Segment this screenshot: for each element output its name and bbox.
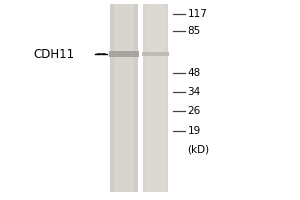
- Text: 19: 19: [188, 126, 201, 136]
- Text: 34: 34: [188, 87, 201, 97]
- Text: 117: 117: [188, 9, 207, 19]
- Text: 48: 48: [188, 68, 201, 78]
- Bar: [114, 4, 134, 192]
- Bar: [146, 4, 165, 192]
- Text: (kD): (kD): [188, 144, 210, 154]
- Text: 26: 26: [188, 106, 201, 116]
- Text: CDH11: CDH11: [33, 47, 75, 60]
- Bar: [142, 52, 169, 56]
- Bar: [142, 4, 168, 192]
- Text: 85: 85: [188, 26, 201, 36]
- Bar: [110, 4, 138, 192]
- Bar: [109, 51, 139, 57]
